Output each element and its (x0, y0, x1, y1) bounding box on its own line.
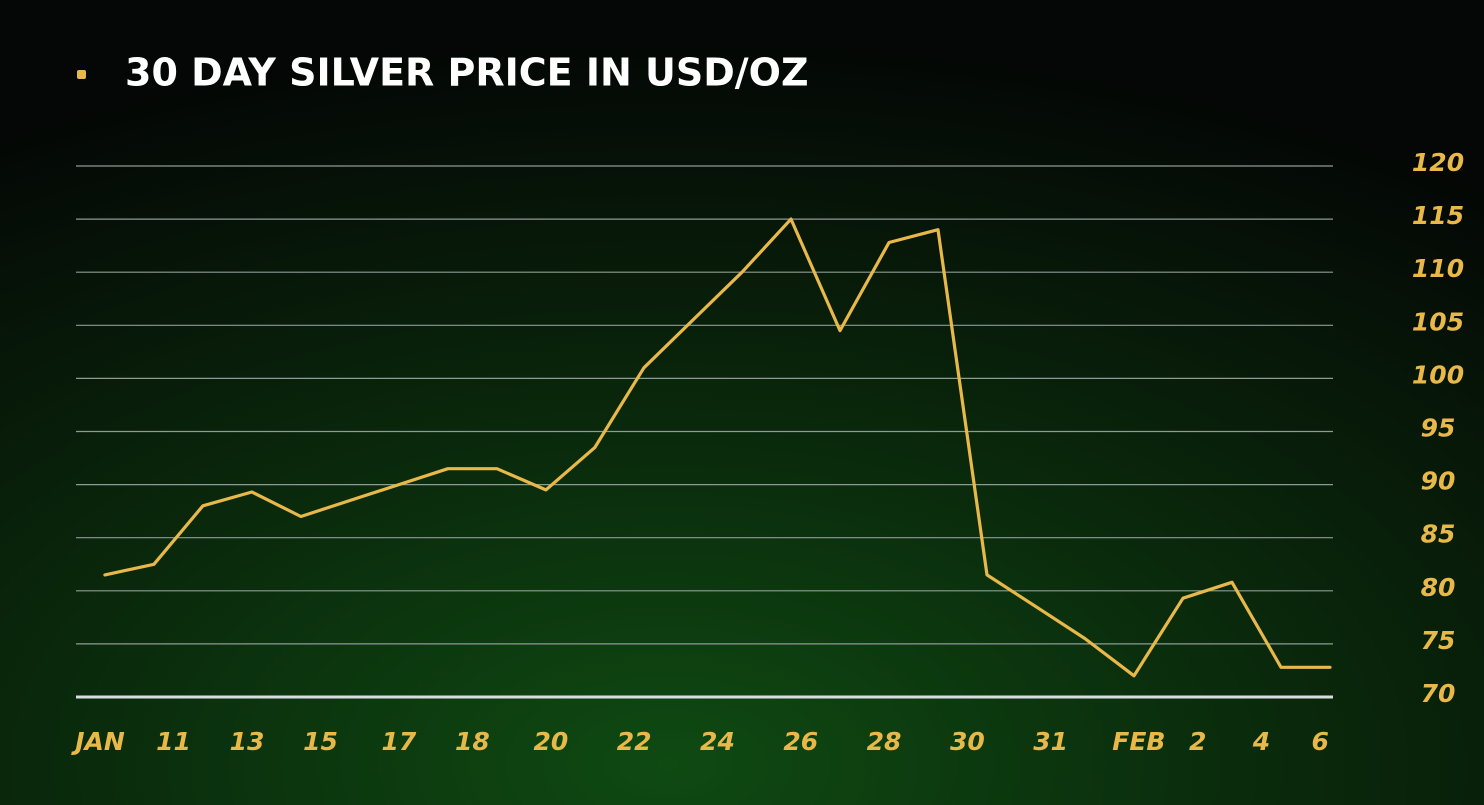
x-tick-label: 13 (230, 727, 265, 756)
x-tick-label: 18 (455, 727, 490, 756)
y-tick-label: 70 (1421, 679, 1456, 708)
y-tick-label: 95 (1421, 414, 1456, 443)
y-tick-label: 100 (1412, 360, 1464, 389)
x-tick-label: 15 (303, 727, 338, 756)
x-tick-label: 24 (700, 727, 735, 756)
y-tick-label: 115 (1412, 201, 1464, 230)
x-tick-label: 28 (867, 727, 902, 756)
y-tick-label: 85 (1421, 520, 1456, 549)
series-line (103, 217, 1332, 678)
y-tick-label: 75 (1421, 626, 1456, 655)
x-tick-label: 17 (382, 727, 417, 756)
x-tick-label: 6 (1311, 727, 1328, 756)
grid (76, 165, 1333, 699)
legend-marker (77, 70, 86, 79)
x-tick-label: 2 (1189, 727, 1206, 756)
plot (77, 70, 1332, 678)
x-tick-label: 31 (1033, 727, 1068, 756)
y-tick-label: 90 (1421, 467, 1456, 496)
x-tick-label: 4 (1252, 727, 1270, 756)
y-tick-label: 110 (1412, 254, 1464, 283)
x-tick-label: 30 (950, 727, 985, 756)
y-tick-label: 120 (1412, 148, 1464, 177)
x-tick-label: 22 (617, 727, 652, 756)
y-tick-label: 105 (1412, 307, 1464, 336)
x-tick-label: 20 (533, 727, 568, 756)
y-tick-label: 80 (1421, 573, 1456, 602)
x-tick-label: 26 (783, 727, 818, 756)
x-tick-label: FEB (1112, 727, 1165, 756)
legend-label: 30 DAY SILVER PRICE IN USD/OZ (125, 51, 809, 95)
x-tick-label: 11 (156, 727, 191, 756)
x-tick-label: JAN (70, 727, 125, 756)
